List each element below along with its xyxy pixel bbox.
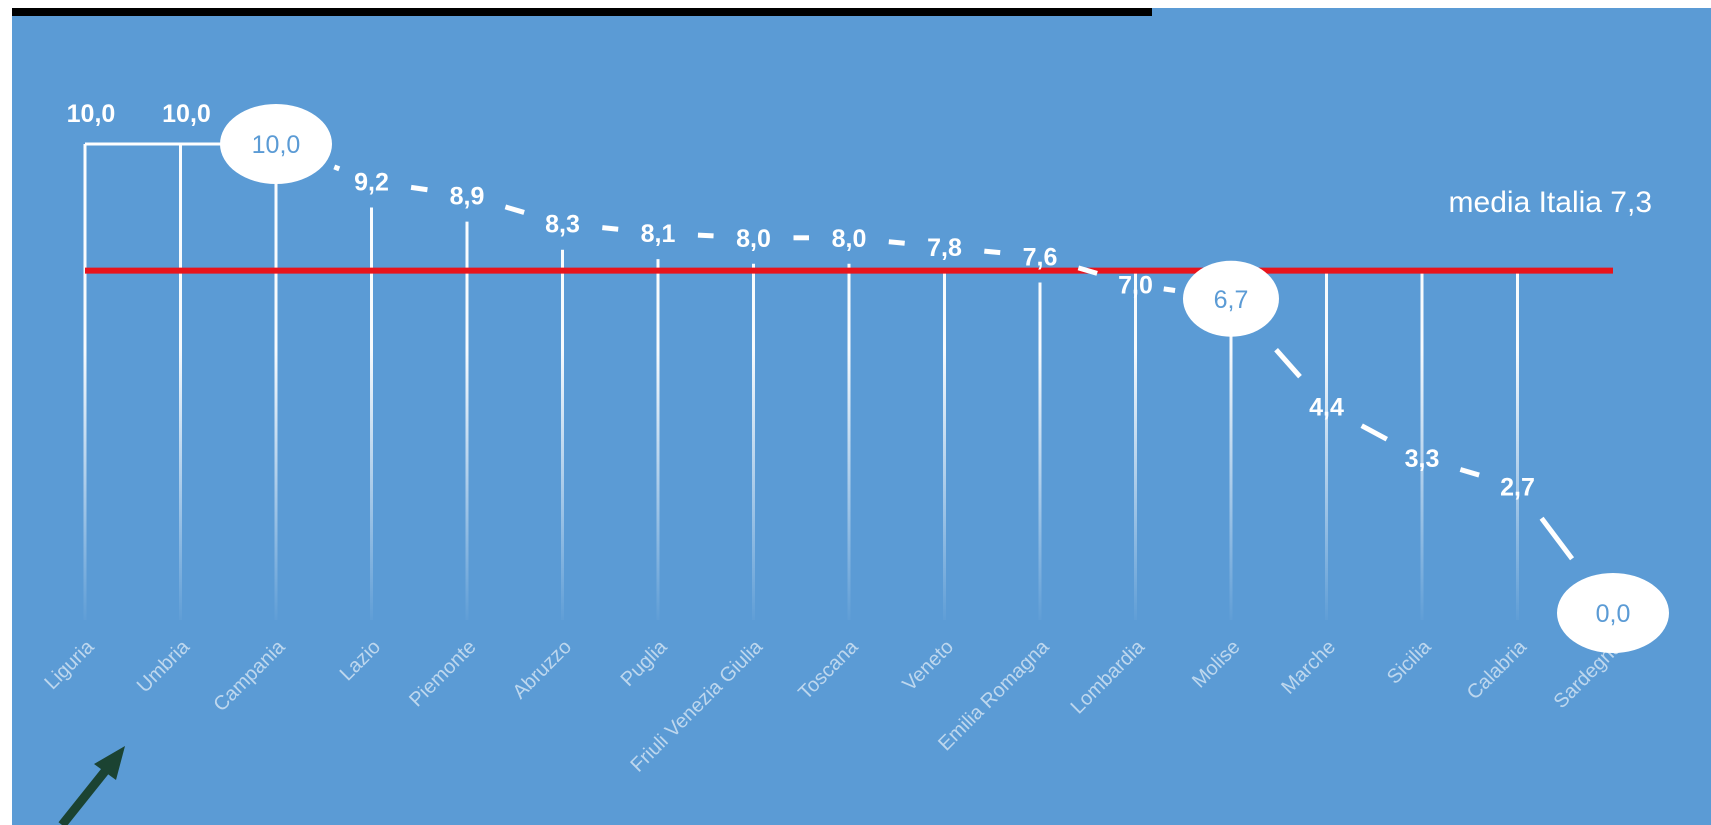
- arrow-icon: [58, 746, 125, 825]
- value-label: 2,7: [1500, 473, 1535, 501]
- series-line-segment: [1274, 348, 1302, 379]
- value-label: 8,0: [832, 225, 867, 253]
- category-label: Lombardia: [1067, 635, 1150, 718]
- category-label: Umbria: [133, 635, 195, 697]
- category-label: Toscana: [794, 635, 863, 704]
- category-label: Puglia: [617, 635, 672, 690]
- value-label: 8,3: [545, 211, 580, 239]
- value-label: 7,8: [927, 234, 962, 262]
- value-label: 10,0: [252, 131, 301, 159]
- category-label: Lazio: [336, 636, 385, 685]
- value-bubble: [1557, 573, 1669, 653]
- series-line-segment: [333, 164, 341, 172]
- value-label: 10,0: [67, 100, 116, 128]
- value-label: 8,9: [450, 183, 485, 211]
- series-line-segment: [1360, 423, 1388, 442]
- value-label: 4,4: [1309, 394, 1344, 422]
- category-label: Marche: [1277, 636, 1340, 699]
- category-label: Campania: [210, 635, 291, 716]
- category-label: Piemonte: [405, 636, 480, 711]
- series-line-segment: [504, 204, 525, 215]
- chart: 10,0 10,0 10,0 9,2 8,9 8,3 8,1 8,0 8,0 7,8 7,6 7,0 6…: [41, 100, 1669, 825]
- value-label: 10,0: [162, 100, 211, 128]
- series-line-segment: [602, 225, 619, 232]
- value-label: 6,7: [1214, 286, 1249, 314]
- category-label: Molise: [1188, 636, 1244, 692]
- series-line-segment: [1459, 467, 1480, 478]
- series-line-segment: [1163, 286, 1176, 294]
- series-line-segment: [697, 232, 714, 239]
- title-strip: [12, 8, 1152, 16]
- category-label: Veneto: [898, 636, 958, 696]
- series-line-segment: [410, 184, 428, 193]
- value-label: 3,3: [1405, 445, 1440, 473]
- category-label: Sicilia: [1383, 635, 1436, 688]
- value-label: 0,0: [1596, 600, 1631, 628]
- series-line-segment: [1539, 516, 1575, 561]
- series-line-segment: [1077, 265, 1098, 276]
- category-label: Abruzzo: [509, 636, 576, 703]
- value-label: 7,0: [1118, 272, 1153, 300]
- chart-panel: 10,0 10,0 10,0 9,2 8,9 8,3 8,1 8,0 8,0 7,8 7,6 7,0 6…: [12, 8, 1711, 825]
- value-label: 8,1: [641, 220, 676, 248]
- series-line-segment: [888, 239, 905, 246]
- category-label: Liguria: [41, 635, 100, 694]
- value-label: 8,0: [736, 225, 771, 253]
- category-label: Calabria: [1463, 635, 1532, 704]
- value-label: 9,2: [354, 169, 389, 197]
- value-label: 7,6: [1023, 244, 1058, 272]
- value-bubble: [220, 104, 332, 184]
- value-bubble: [1183, 260, 1279, 337]
- reference-line-label: media Italia 7,3: [1449, 186, 1652, 219]
- series-line-segment: [984, 248, 1001, 256]
